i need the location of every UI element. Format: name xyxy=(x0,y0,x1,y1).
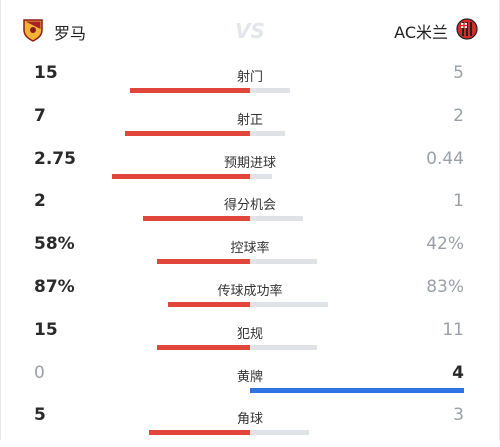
stat-row: 87% 传球成功率 83% xyxy=(0,277,500,319)
stat-row: 7 射正 2 xyxy=(0,106,500,148)
home-stat-value: 58% xyxy=(34,234,75,255)
stat-label: 射正 xyxy=(236,112,263,128)
stat-row: 5 角球 3 xyxy=(0,405,500,447)
away-stat-bar xyxy=(250,344,317,350)
ac-milan-crest-icon xyxy=(456,18,478,44)
home-team-name: 罗马 xyxy=(54,24,87,43)
away-stat-bar xyxy=(250,173,272,179)
away-stat-bar xyxy=(250,430,309,436)
home-team[interactable]: 罗马 xyxy=(22,18,86,46)
away-stat-value: 5 xyxy=(453,63,464,83)
stat-label: 得分机会 xyxy=(223,198,276,214)
stat-label: 犯规 xyxy=(236,326,263,342)
home-stat-bar xyxy=(168,302,250,307)
home-stat-value: 2 xyxy=(34,191,46,212)
away-stat-value: 83% xyxy=(426,277,464,297)
home-stat-bar xyxy=(143,216,250,222)
roma-crest-icon xyxy=(22,18,44,46)
away-team-name: AC米兰 xyxy=(394,23,448,42)
home-stat-value: 87% xyxy=(34,277,75,297)
away-stat-bar xyxy=(250,387,464,393)
away-stat-value: 42% xyxy=(426,234,464,255)
stat-label: 传球成功率 xyxy=(217,284,283,299)
home-stat-value: 15 xyxy=(34,63,58,83)
away-stat-bar xyxy=(250,302,328,307)
stat-row: 0 黄牌 4 xyxy=(0,363,500,405)
home-stat-value: 2.75 xyxy=(34,148,76,169)
svg-text:VS: VS xyxy=(235,19,265,43)
stat-row: 58% 控球率 42% xyxy=(0,234,500,276)
away-stat-value: 1 xyxy=(453,191,464,212)
vs-logo: VS xyxy=(230,18,270,44)
away-stat-value: 3 xyxy=(453,405,464,426)
home-stat-value: 0 xyxy=(34,362,45,383)
away-stat-value: 4 xyxy=(452,362,464,383)
away-stat-bar xyxy=(250,88,290,93)
stat-label: 预期进球 xyxy=(223,155,276,171)
stat-row: 15 射门 5 xyxy=(0,63,500,105)
home-stat-bar xyxy=(157,344,250,350)
home-stat-bar xyxy=(112,173,250,179)
stat-row: 15 犯规 11 xyxy=(0,320,500,362)
home-stat-value: 5 xyxy=(34,405,46,426)
away-stat-value: 0.44 xyxy=(426,148,464,169)
home-stat-value: 15 xyxy=(34,319,58,340)
stat-row: 2 得分机会 1 xyxy=(0,191,500,233)
stat-label: 黄牌 xyxy=(236,369,263,385)
stat-label: 控球率 xyxy=(230,241,270,257)
away-stat-bar xyxy=(250,259,317,265)
home-stat-value: 7 xyxy=(34,105,46,126)
stat-label: 角球 xyxy=(236,412,263,428)
home-stat-bar xyxy=(125,130,250,136)
away-stat-bar xyxy=(250,130,285,136)
home-stat-bar xyxy=(149,430,250,436)
panel-border-left xyxy=(0,0,1,440)
away-stat-value: 11 xyxy=(442,319,464,340)
away-team[interactable]: AC米兰 xyxy=(394,18,478,44)
away-stat-bar xyxy=(250,216,303,222)
home-stat-bar xyxy=(157,259,250,265)
home-stat-bar xyxy=(130,88,250,93)
stat-label: 射门 xyxy=(236,70,263,85)
teams-header: 罗马 VS AC米兰 xyxy=(0,0,500,56)
stat-row: 2.75 预期进球 0.44 xyxy=(0,149,500,191)
away-stat-value: 2 xyxy=(453,105,464,126)
